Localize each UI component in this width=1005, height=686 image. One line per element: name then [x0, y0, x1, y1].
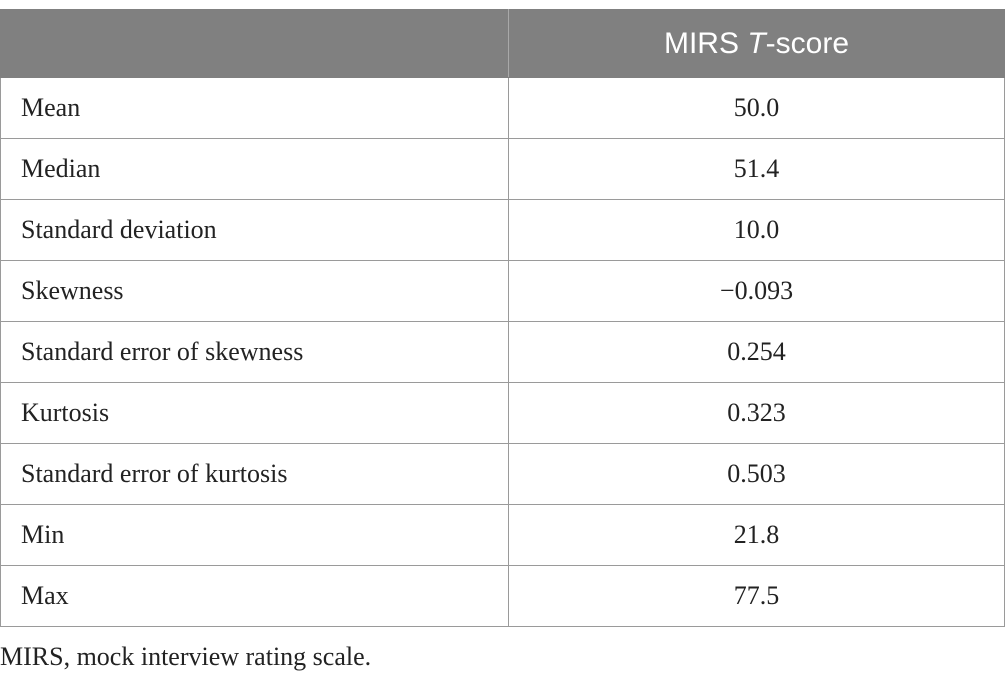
row-value: 51.4: [508, 138, 1005, 200]
row-label: Standard error of kurtosis: [0, 443, 509, 505]
row-label: Max: [0, 565, 509, 627]
row-value: 10.0: [508, 199, 1005, 261]
row-value: 0.254: [508, 321, 1005, 383]
table-row: Skewness −0.093: [0, 260, 1005, 322]
table-row: Standard error of skewness 0.254: [0, 321, 1005, 383]
table-row: Standard deviation 10.0: [0, 199, 1005, 261]
row-value: 21.8: [508, 504, 1005, 566]
row-label: Mean: [0, 77, 509, 139]
table-row: Max 77.5: [0, 565, 1005, 627]
table-row: Mean 50.0: [0, 77, 1005, 139]
table-header: MIRS T-score: [0, 9, 1005, 78]
table-row: Kurtosis 0.323: [0, 382, 1005, 444]
table-row: Min 21.8: [0, 504, 1005, 566]
row-label: Skewness: [0, 260, 509, 322]
table-footnote: MIRS, mock interview rating scale.: [0, 642, 372, 671]
statistics-table-container: MIRS T-score Mean 50.0 Median 51.4 Stand…: [0, 9, 1005, 627]
row-label: Standard error of skewness: [0, 321, 509, 383]
header-suffix: -score: [765, 26, 850, 60]
row-label: Min: [0, 504, 509, 566]
row-value: 77.5: [508, 565, 1005, 627]
row-value: 0.503: [508, 443, 1005, 505]
table-body: Mean 50.0 Median 51.4 Standard deviation…: [0, 77, 1005, 627]
row-label: Kurtosis: [0, 382, 509, 444]
header-cell-empty: [0, 9, 509, 78]
header-italic-t: T: [747, 26, 766, 60]
row-value: −0.093: [508, 260, 1005, 322]
header-cell-mirs-t-score: MIRS T-score: [508, 9, 1005, 78]
row-label: Standard deviation: [0, 199, 509, 261]
table-row: Standard error of kurtosis 0.503: [0, 443, 1005, 505]
statistics-table: MIRS T-score Mean 50.0 Median 51.4 Stand…: [0, 9, 1005, 627]
header-prefix: MIRS: [663, 26, 748, 60]
table-row: Median 51.4: [0, 138, 1005, 200]
row-value: 0.323: [508, 382, 1005, 444]
row-label: Median: [0, 138, 509, 200]
row-value: 50.0: [508, 77, 1005, 139]
header-row: MIRS T-score: [0, 9, 1005, 78]
